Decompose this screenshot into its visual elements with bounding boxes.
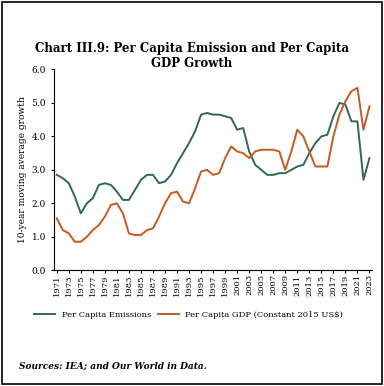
Per Capita Emissions	[247, 149, 252, 154]
Per Capita GDP (Constant 2015 US$)	[259, 147, 263, 152]
Per Capita GDP (Constant 2015 US$)	[55, 216, 59, 221]
Per Capita Emissions	[337, 101, 342, 105]
Per Capita GDP (Constant 2015 US$)	[145, 228, 149, 232]
Text: Chart III.9: Per Capita Emission and Per Capita
GDP Growth: Chart III.9: Per Capita Emission and Per…	[35, 42, 349, 71]
Per Capita Emissions	[145, 173, 149, 177]
Per Capita GDP (Constant 2015 US$)	[367, 104, 372, 108]
Line: Per Capita GDP (Constant 2015 US$): Per Capita GDP (Constant 2015 US$)	[57, 88, 369, 242]
Per Capita GDP (Constant 2015 US$)	[241, 151, 245, 156]
Per Capita GDP (Constant 2015 US$)	[247, 156, 252, 161]
Per Capita Emissions	[259, 168, 263, 172]
Per Capita Emissions	[367, 156, 372, 161]
Per Capita Emissions	[55, 173, 59, 177]
Per Capita Emissions	[301, 163, 306, 167]
Per Capita Emissions	[265, 173, 270, 177]
Per Capita GDP (Constant 2015 US$)	[301, 134, 306, 139]
Per Capita GDP (Constant 2015 US$)	[265, 147, 270, 152]
Legend: Per Capita Emissions, Per Capita GDP (Constant 2015 US$): Per Capita Emissions, Per Capita GDP (Co…	[31, 307, 346, 322]
Y-axis label: 10-year moving average growth: 10-year moving average growth	[18, 96, 27, 243]
Per Capita GDP (Constant 2015 US$)	[73, 239, 77, 244]
Per Capita Emissions	[241, 126, 245, 130]
Text: Sources: IEA; and Our World in Data.: Sources: IEA; and Our World in Data.	[19, 362, 207, 371]
Line: Per Capita Emissions: Per Capita Emissions	[57, 103, 369, 213]
Per Capita GDP (Constant 2015 US$)	[355, 86, 360, 90]
Per Capita Emissions	[78, 211, 83, 216]
